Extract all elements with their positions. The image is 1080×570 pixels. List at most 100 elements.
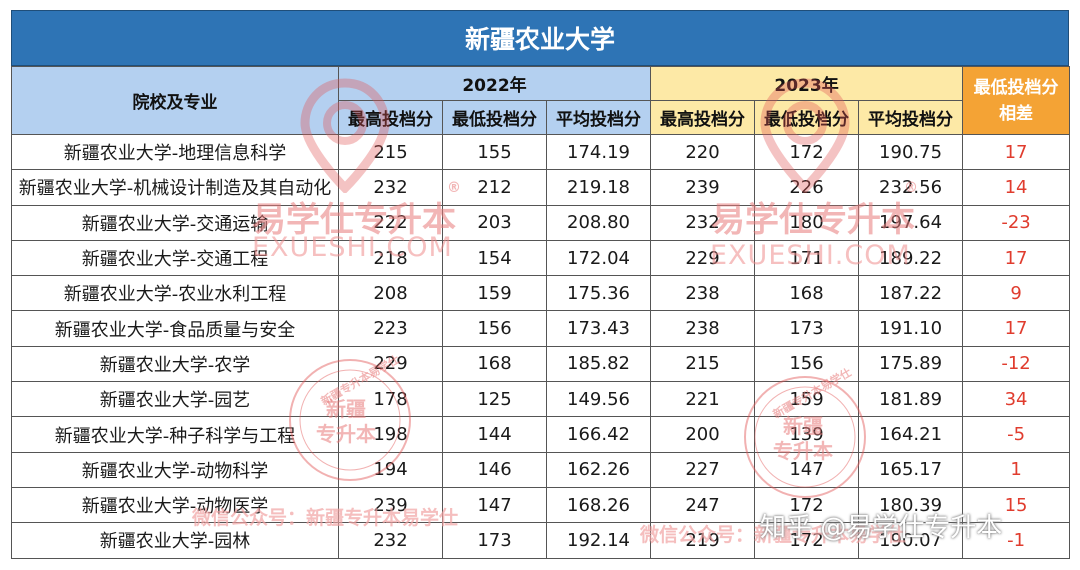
cell-max-2022: 198 <box>338 416 443 453</box>
cell-major: 新疆农业大学-农业水利工程 <box>11 275 339 312</box>
cell-max-2023: 221 <box>650 381 756 418</box>
cell-major: 新疆农业大学-园艺 <box>11 381 339 418</box>
cell-min-2023: 226 <box>754 169 860 206</box>
cell-avg-2022: 162.26 <box>545 451 652 488</box>
cell-max-2022: 229 <box>338 345 443 383</box>
cell-avg-2022: 175.36 <box>545 275 652 312</box>
cell-max-2023: 238 <box>650 275 756 312</box>
cell-avg-2023: 181.89 <box>858 381 964 418</box>
cell-min-2022: 203 <box>442 204 547 241</box>
table-row: 新疆农业大学-园艺 178 125 149.56 221 159 181.89 34 <box>11 381 1071 418</box>
cell-major: 新疆农业大学-动物医学 <box>11 486 339 524</box>
cell-max-2023: 232 <box>650 204 756 241</box>
cell-avg-2022: 149.56 <box>545 381 652 418</box>
table-body: 新疆农业大学-地理信息科学 215 155 174.19 220 172 190.75 17 … <box>11 133 1071 559</box>
cell-diff: -5 <box>962 416 1071 453</box>
cell-min-2023: 147 <box>754 451 860 488</box>
cell-diff: 17 <box>962 133 1071 171</box>
header-2023-max: 最高投档分 <box>650 100 756 135</box>
cell-diff: 14 <box>962 169 1071 206</box>
cell-min-2022: 156 <box>442 310 547 347</box>
table-row: 新疆农业大学-农学 229 168 185.82 215 156 175.89 -12 <box>11 345 1071 383</box>
cell-avg-2023: 190.75 <box>858 133 964 171</box>
cell-avg-2022: 208.80 <box>545 204 652 241</box>
cell-min-2022: 125 <box>442 381 547 418</box>
cell-min-2022: 144 <box>442 416 547 453</box>
cell-min-2022: 173 <box>442 522 547 559</box>
header-year-2022: 2022年 <box>337 66 652 101</box>
cell-diff: 15 <box>962 486 1071 524</box>
cell-max-2022: 223 <box>338 310 443 347</box>
cell-max-2022: 232 <box>338 169 443 206</box>
cell-min-2022: 212 <box>442 169 547 206</box>
cell-major: 新疆农业大学-交通工程 <box>11 239 339 277</box>
cell-major: 新疆农业大学-种子科学与工程 <box>11 416 339 453</box>
cell-avg-2022: 166.42 <box>545 416 652 453</box>
cell-max-2023: 219 <box>650 522 756 559</box>
header-diff-line1: 最低投档分 <box>973 77 1059 98</box>
cell-avg-2022: 174.19 <box>545 133 652 171</box>
cell-avg-2022: 168.26 <box>545 486 652 524</box>
cell-min-2023: 172 <box>754 522 860 559</box>
cell-max-2023: 229 <box>650 239 756 277</box>
cell-avg-2023: 190.07 <box>858 522 964 559</box>
cell-max-2022: 218 <box>338 239 443 277</box>
cell-avg-2022: 192.14 <box>545 522 652 559</box>
cell-max-2023: 239 <box>650 169 756 206</box>
cell-max-2023: 200 <box>650 416 756 453</box>
header-diff: 最低投档分 相差 <box>962 66 1071 135</box>
cell-major: 新疆农业大学-农学 <box>11 345 339 383</box>
cell-avg-2023: 232.56 <box>858 169 964 206</box>
header-2022-max: 最高投档分 <box>338 100 443 135</box>
cell-major: 新疆农业大学-食品质量与安全 <box>11 310 339 347</box>
table-row: 新疆农业大学-动物科学 194 146 162.26 227 147 165.17 1 <box>11 451 1071 488</box>
header-diff-line2: 相差 <box>999 103 1034 124</box>
table-row: 新疆农业大学-种子科学与工程 198 144 166.42 200 139 164.21 -5 <box>11 416 1071 453</box>
cell-major: 新疆农业大学-交通运输 <box>11 204 339 241</box>
header-major: 院校及专业 <box>11 66 339 135</box>
cell-avg-2023: 187.22 <box>858 275 964 312</box>
cell-min-2022: 154 <box>442 239 547 277</box>
cell-max-2022: 215 <box>338 133 443 171</box>
cell-diff: -23 <box>962 204 1071 241</box>
cell-avg-2022: 185.82 <box>545 345 652 383</box>
cell-min-2022: 168 <box>442 345 547 383</box>
cell-avg-2023: 189.22 <box>858 239 964 277</box>
header-2023-min: 最低投档分 <box>754 100 860 135</box>
cell-major: 新疆农业大学-机械设计制造及其自动化 <box>11 169 339 206</box>
cell-min-2023: 159 <box>754 381 860 418</box>
cell-max-2023: 227 <box>650 451 756 488</box>
cell-min-2023: 172 <box>754 133 860 171</box>
header-2023-avg: 平均投档分 <box>858 100 964 135</box>
table-row: 新疆农业大学-交通运输 222 203 208.80 232 180 197.64 -23 <box>11 204 1071 241</box>
cell-max-2022: 194 <box>338 451 443 488</box>
header-2022-min: 最低投档分 <box>442 100 547 135</box>
cell-max-2022: 208 <box>338 275 443 312</box>
cell-min-2023: 156 <box>754 345 860 383</box>
cell-diff: 17 <box>962 310 1071 347</box>
cell-max-2022: 239 <box>338 486 443 524</box>
table-frame: 新疆农业大学 院校及专业 2022年 2023年 最低投档分 相差 <box>11 10 1071 563</box>
cell-avg-2023: 164.21 <box>858 416 964 453</box>
cell-major: 新疆农业大学-园林 <box>11 522 339 559</box>
table-title: 新疆农业大学 <box>11 10 1069 66</box>
cell-min-2023: 173 <box>754 310 860 347</box>
cell-major: 新疆农业大学-地理信息科学 <box>11 133 339 171</box>
cell-min-2022: 159 <box>442 275 547 312</box>
table-row: 新疆农业大学-交通工程 218 154 172.04 229 171 189.22 17 <box>11 239 1071 277</box>
cell-avg-2023: 165.17 <box>858 451 964 488</box>
cell-avg-2023: 197.64 <box>858 204 964 241</box>
table-row: 新疆农业大学-园林 232 173 192.14 219 172 190.07 -1 <box>11 522 1071 559</box>
table-row: 新疆农业大学-机械设计制造及其自动化 232 212 219.18 239 226 232.… <box>11 169 1071 206</box>
cell-diff: 17 <box>962 239 1071 277</box>
table-row: 新疆农业大学-农业水利工程 208 159 175.36 238 168 187.22 9 <box>11 275 1071 312</box>
cell-max-2022: 222 <box>338 204 443 241</box>
cell-major: 新疆农业大学-动物科学 <box>11 451 339 488</box>
cell-avg-2022: 172.04 <box>545 239 652 277</box>
cell-min-2023: 180 <box>754 204 860 241</box>
table-row: 新疆农业大学-食品质量与安全 223 156 173.43 238 173 191.10 17 <box>11 310 1071 347</box>
cell-max-2023: 238 <box>650 310 756 347</box>
table-row: 新疆农业大学-动物医学 239 147 168.26 247 172 180.39 15 <box>11 486 1071 524</box>
cell-min-2023: 171 <box>754 239 860 277</box>
cell-min-2022: 146 <box>442 451 547 488</box>
